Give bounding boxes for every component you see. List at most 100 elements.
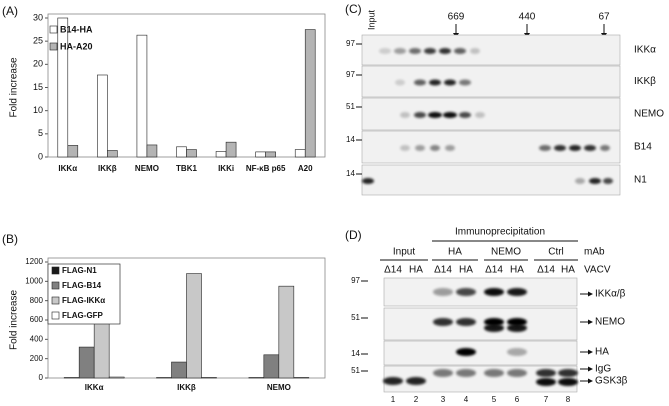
blot-band <box>558 369 578 377</box>
bar <box>176 146 187 158</box>
legend-label: FLAG-B14 <box>62 281 102 290</box>
blot-band <box>484 288 504 296</box>
blot-band <box>415 145 425 151</box>
panel-label: (B) <box>2 232 18 246</box>
group-label: NEMO <box>491 247 521 258</box>
bar <box>136 34 148 158</box>
blot-band <box>456 348 476 356</box>
blot-band <box>589 178 601 184</box>
blot-band <box>409 48 421 54</box>
lane-number: 3 <box>441 395 446 404</box>
bar <box>186 273 202 379</box>
panel-label: (D) <box>345 228 362 242</box>
legend-frame <box>47 263 121 325</box>
bar <box>171 361 187 379</box>
blot-band <box>484 369 504 377</box>
blot-band <box>554 145 566 151</box>
lane-label: Δ14 <box>537 265 555 276</box>
blot-band <box>507 288 527 296</box>
blot-band <box>414 79 426 86</box>
y-tick-label: 800 <box>30 296 44 305</box>
bar <box>186 149 197 158</box>
blot-band <box>456 369 476 377</box>
group-label: Input <box>393 247 415 258</box>
label-arrowhead <box>588 349 593 355</box>
legend-label: FLAG-N1 <box>62 266 97 275</box>
protein-label: IgG <box>595 364 611 375</box>
bar <box>97 74 108 158</box>
blot-band <box>456 318 476 326</box>
protein-label: N1 <box>634 175 647 186</box>
y-tick-label: 30 <box>33 12 43 22</box>
panel-label: (C) <box>345 2 362 16</box>
bar <box>108 376 125 379</box>
blot-band <box>428 112 442 118</box>
legend-swatch <box>49 25 58 34</box>
blot-band <box>459 112 471 118</box>
blot-band <box>536 369 556 377</box>
blot-band <box>459 79 471 86</box>
bar <box>67 145 79 158</box>
blot-strip <box>383 340 578 366</box>
blot-band <box>362 178 374 184</box>
blot-band <box>475 112 485 118</box>
label-arrowhead <box>588 366 593 372</box>
mw-label: 14 <box>346 169 355 178</box>
blot-strip <box>383 307 578 341</box>
panel-label: (A) <box>2 4 18 18</box>
blot-band <box>456 288 476 296</box>
x-tick-label: IKKα <box>84 383 104 392</box>
blot-band <box>575 178 585 184</box>
vacv-label: VACV <box>584 265 611 276</box>
label-arrowhead <box>588 291 593 297</box>
bar <box>265 151 276 158</box>
legend-swatch <box>51 311 60 320</box>
y-tick-label: 200 <box>30 354 44 363</box>
legend-label: FLAG-GFP <box>62 311 104 320</box>
y-tick-label: 0 <box>38 151 43 161</box>
bar <box>215 151 227 158</box>
plot-frame <box>47 13 326 158</box>
blot-band <box>394 48 406 54</box>
blot-band <box>414 112 426 118</box>
legend-swatch <box>51 296 60 305</box>
mab-label: mAb <box>584 247 605 258</box>
bar <box>278 285 295 379</box>
x-tick-label: TBK1 <box>176 164 197 173</box>
label-arrowhead <box>588 319 593 325</box>
blot-band <box>439 48 451 54</box>
x-tick-label: IKKβ <box>177 383 196 392</box>
blot-band <box>539 145 551 151</box>
bar <box>57 17 69 158</box>
blot-band <box>443 112 457 118</box>
lane-label: HA <box>561 265 575 276</box>
mw-label: 97 <box>351 276 360 285</box>
blot-band <box>507 324 527 332</box>
blot-band <box>395 79 405 86</box>
blot-band <box>433 318 453 326</box>
blot-band <box>433 288 453 296</box>
x-tick-label: IKKi <box>218 164 235 173</box>
blot-band <box>584 145 596 151</box>
mw-label: 14 <box>351 349 360 358</box>
lane-label: HA <box>459 265 473 276</box>
lane-number: 6 <box>515 395 520 404</box>
y-axis-label: Fold increase <box>9 57 20 117</box>
blot-band <box>454 48 466 54</box>
lane-number: 8 <box>566 395 571 404</box>
protein-label: NEMO <box>595 317 625 328</box>
blot-band <box>507 369 527 377</box>
blot-band <box>424 48 436 54</box>
y-tick-label: 1200 <box>25 257 43 266</box>
legend-label: B14-HA <box>60 24 93 34</box>
y-tick-label: 1000 <box>25 276 43 285</box>
size-marker: 440 <box>519 12 536 23</box>
bar <box>107 150 118 158</box>
blot-band <box>400 145 410 151</box>
protein-label: NEMO <box>634 109 664 120</box>
protein-label: IKKα/β <box>595 289 626 300</box>
blot-band <box>536 378 556 386</box>
bar <box>304 29 316 158</box>
x-tick-label: NEMO <box>134 164 159 173</box>
